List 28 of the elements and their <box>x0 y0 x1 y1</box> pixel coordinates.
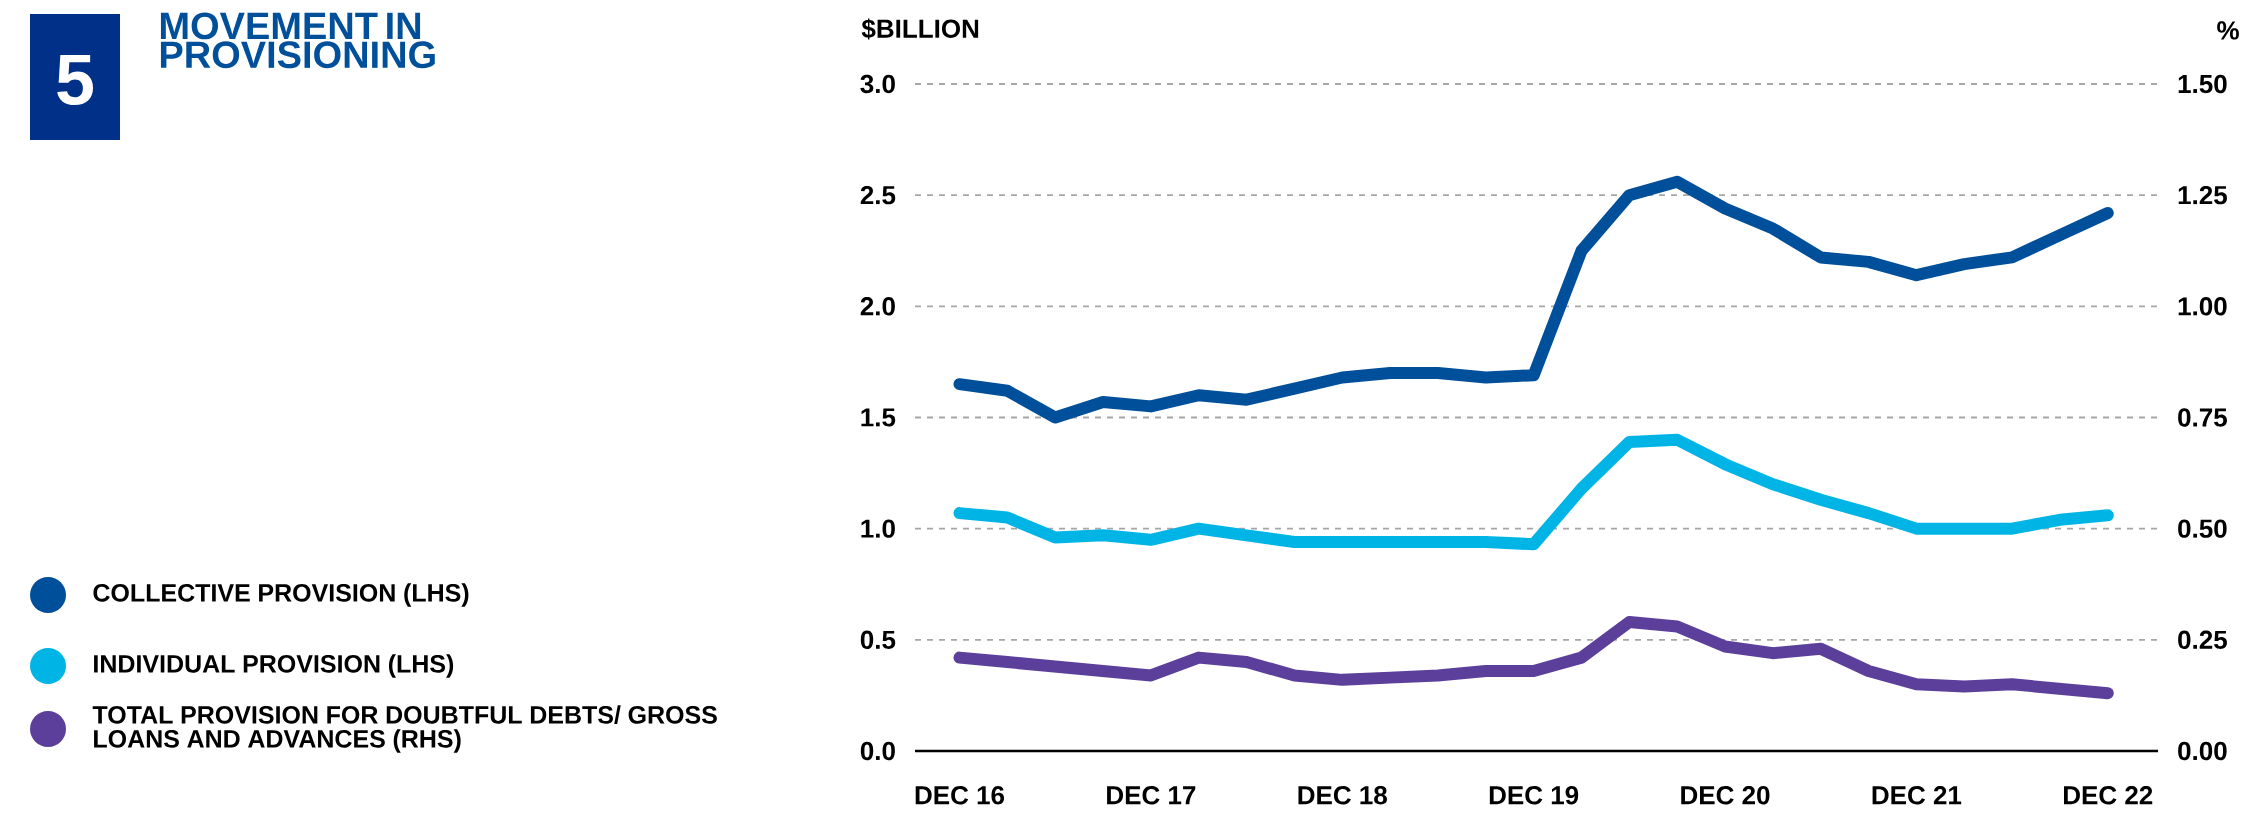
y-tick-label: 2.0 <box>860 297 895 316</box>
y2-tick-label: 1.00 <box>2178 297 2227 316</box>
y2-tick-label: 0.25 <box>2178 630 2227 650</box>
y-tick-label: 1.5 <box>861 408 896 427</box>
x-tick-label: DEC 16 <box>915 786 1005 805</box>
x-tick-label: DEC 17 <box>1107 786 1196 805</box>
y-tick-label: 3.0 <box>860 74 895 94</box>
text: MOVEMENT IN PROVISIONING <box>160 12 435 69</box>
x-tick-label: DEC 21 <box>1872 786 1962 805</box>
x-tick-label: DEC 22 <box>2063 786 2153 805</box>
y-tick-label: 0.5 <box>860 630 896 650</box>
y2-tick-label: 0.00 <box>2178 741 2227 761</box>
legend-label: INDIVIDUAL PROVISION (LHS) <box>94 654 454 678</box>
y2-tick-label: 1.50 <box>2178 74 2227 94</box>
text: 5 <box>57 54 94 106</box>
y2-tick-label: 0.75 <box>2178 408 2227 427</box>
x-tick-label: DEC 20 <box>1681 786 1770 805</box>
legend-label: COLLECTIVE PROVISION (LHS) <box>93 583 469 607</box>
y2-tick-label: 0.50 <box>2178 519 2227 538</box>
y-tick-label: 0.0 <box>860 741 895 761</box>
y2-tick-label: 1.25 <box>2178 185 2227 205</box>
y-axis-title: $BILLION <box>861 18 979 40</box>
legend-label: TOTAL PROVISION FOR DOUBTFUL DEBTS/ GROSS LOANS AND ADVANCES (RHS) <box>92 705 717 753</box>
x-tick-label: DEC 19 <box>1489 786 1579 805</box>
y-tick-label: 1.0 <box>861 519 895 538</box>
y-tick-label: 2.5 <box>860 185 896 205</box>
y2-axis-title: % <box>2217 21 2239 40</box>
x-tick-label: DEC 18 <box>1298 786 1387 805</box>
